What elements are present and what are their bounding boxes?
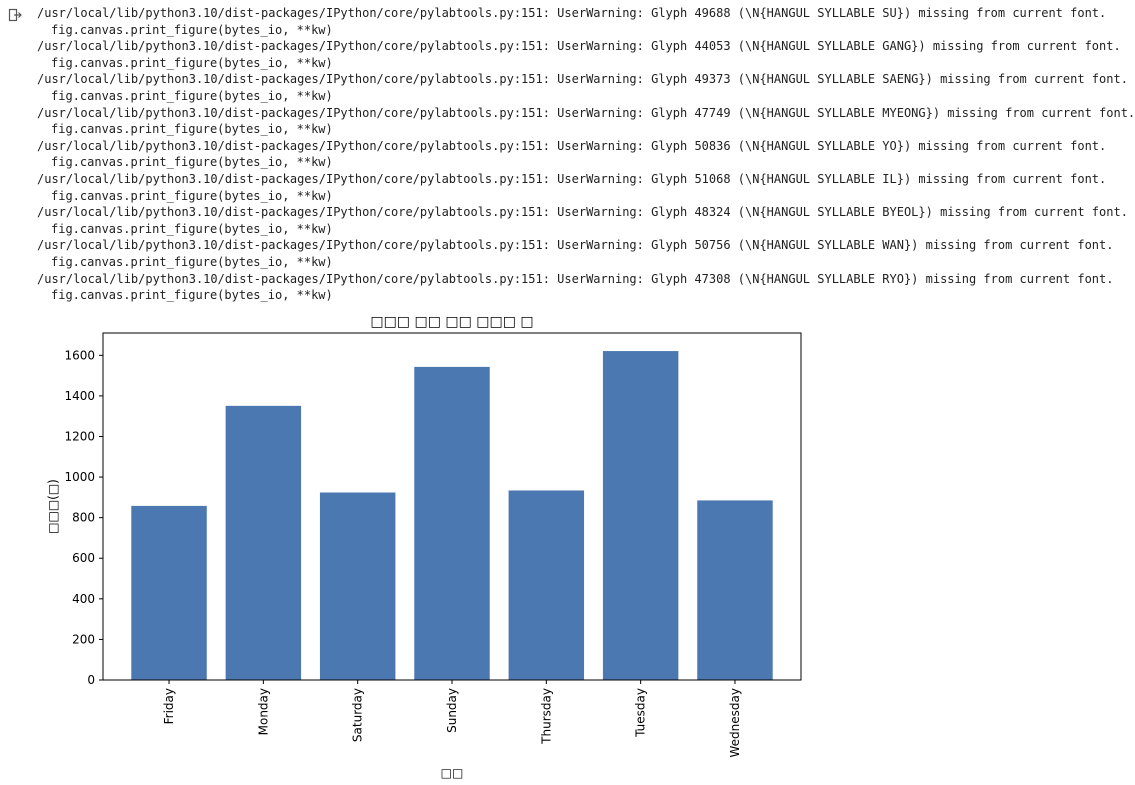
warning-line: /usr/local/lib/python3.10/dist-packages/… [37,6,1107,20]
y-tick-label: 200 [72,632,95,646]
warning-continuation: fig.canvas.print_figure(bytes_io, **kw) [51,254,333,269]
x-tick-label: Wednesday [728,688,742,757]
y-tick-label: 1600 [64,348,95,362]
warning-line: /usr/local/lib/python3.10/dist-packages/… [37,105,1135,120]
bar-thursday [508,490,585,680]
chart-title: □□□ □□ □□ □□□ □ [370,314,533,330]
x-tick-label: Monday [256,688,270,735]
warning-continuation: fig.canvas.print_figure(bytes_io, **kw) [51,88,333,103]
warning-continuation: fig.canvas.print_figure(bytes_io, **kw) [51,288,333,303]
bar-monday [225,405,302,680]
warning-line: /usr/local/lib/python3.10/dist-packages/… [37,238,1114,253]
x-axis-label: □□ [441,766,464,780]
warning-line: /usr/local/lib/python3.10/dist-packages/… [37,72,1128,87]
warning-line: /usr/local/lib/python3.10/dist-packages/… [37,138,1107,153]
x-tick-label: Friday [162,688,176,724]
x-tick-label: Thursday [539,688,553,745]
bars [131,351,773,680]
bar-tuesday [602,351,679,680]
x-tick-label: Tuesday [634,688,648,738]
axes-frame [102,332,802,681]
output-arrow-icon[interactable] [8,8,22,22]
warning-continuation: fig.canvas.print_figure(bytes_io, **kw) [51,221,333,236]
x-tick-label: Saturday [351,688,365,742]
y-tick-label: 800 [72,511,95,525]
y-tick-label: 600 [72,551,95,565]
warning-line: /usr/local/lib/python3.10/dist-packages/… [37,205,1128,220]
warning-output: /usr/local/lib/python3.10/dist-packages/… [37,5,1135,304]
warning-continuation: fig.canvas.print_figure(bytes_io, **kw) [51,122,333,137]
y-tick-label: 400 [72,592,95,606]
bar-sunday [414,366,490,680]
y-tick-label: 1000 [64,470,95,484]
y-axis-label: □□□(□) [46,479,60,534]
warning-line: /usr/local/lib/python3.10/dist-packages/… [37,171,1107,186]
warning-continuation: fig.canvas.print_figure(bytes_io, **kw) [51,155,333,170]
y-axis-ticks: 0 200 400 600 800 1000 1200 1400 1600 [64,348,103,687]
y-tick-label: 1200 [64,429,95,443]
bar-wednesday [697,500,773,680]
warning-continuation: fig.canvas.print_figure(bytes_io, **kw) [51,55,333,70]
x-tick-label: Sunday [445,688,459,733]
warning-line: /usr/local/lib/python3.10/dist-packages/… [37,39,1121,54]
y-tick-label: 1400 [64,389,95,403]
y-tick-label: 0 [87,673,95,687]
x-axis-ticks: Friday Monday Saturday Sunday Thursday Tuesda… [162,680,742,757]
warning-continuation: fig.canvas.print_figure(bytes_io, **kw) [51,188,333,203]
bar-friday [131,505,207,680]
warning-line: /usr/local/lib/python3.10/dist-packages/… [37,271,1114,286]
warning-continuation: fig.canvas.print_figure(bytes_io, **kw) [51,22,333,37]
bar-saturday [319,492,396,680]
